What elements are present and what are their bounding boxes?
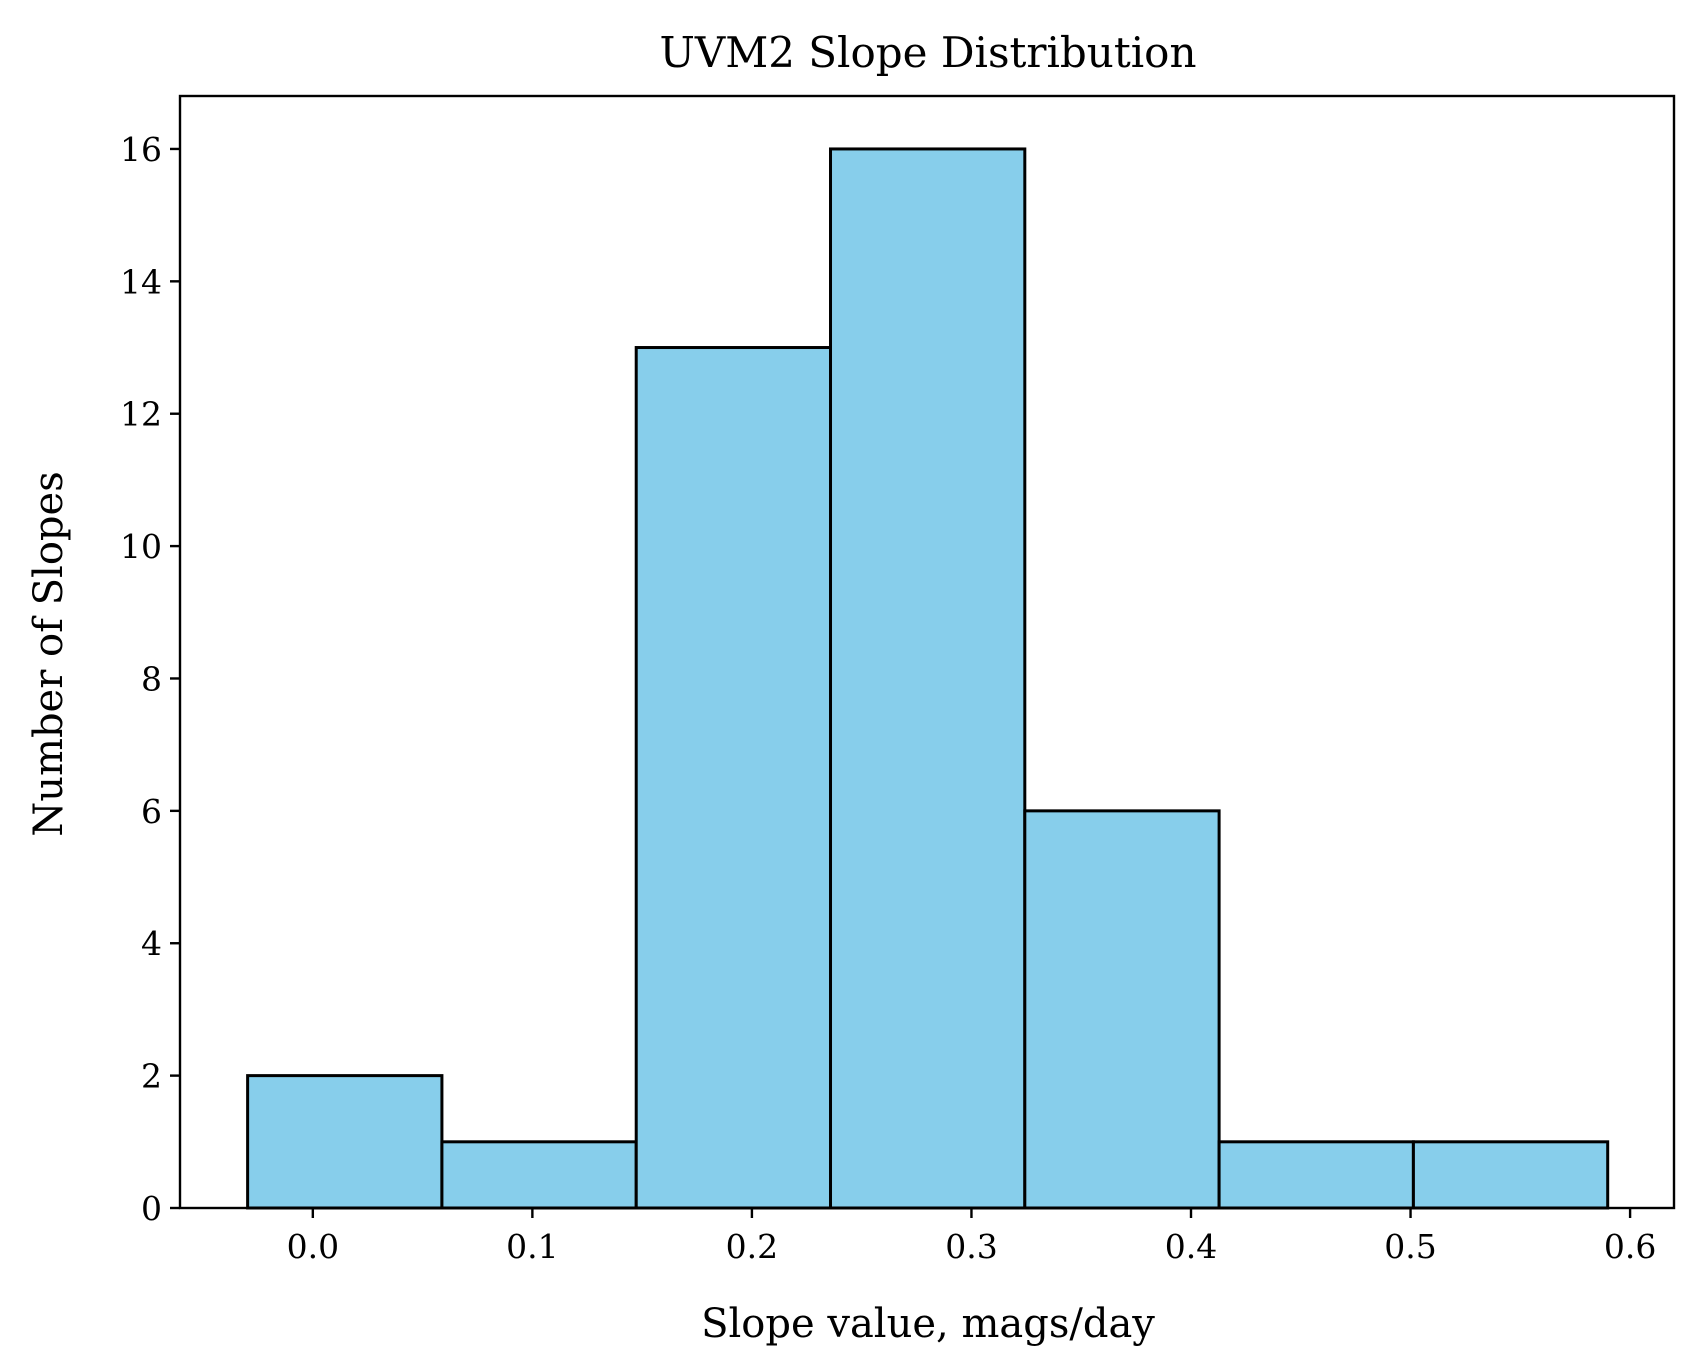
x-tick-label: 0.5 [1384,1227,1436,1266]
histogram-bar-4 [1023,809,1221,1210]
y-axis-ticks: 0 2 4 6 8 10 12 14 16 [120,130,180,1228]
histogram-bar-3 [829,147,1027,1210]
x-tick-label: 0.4 [1165,1227,1217,1266]
chart-title: UVM2 Slope Distribution [659,28,1196,77]
x-tick-label: 0.6 [1604,1227,1656,1266]
histogram-bar-6 [1411,1140,1610,1210]
y-tick-label: 16 [120,130,162,169]
x-tick-label: 0.3 [945,1227,997,1266]
x-axis-label: Slope value, mags/day [701,1301,1155,1347]
histogram-bar-2 [634,346,833,1210]
y-tick-label: 6 [141,792,162,831]
y-tick-label: 10 [120,527,162,566]
histogram-bar-1 [440,1140,638,1210]
y-tick-label: 12 [120,395,162,434]
y-tick-label: 14 [120,262,162,301]
y-tick-label: 2 [141,1057,162,1096]
y-tick-label: 0 [141,1189,162,1228]
plot-frame [178,94,1676,1210]
x-tick-label: 0.1 [506,1227,558,1266]
y-tick-label: 8 [141,659,162,698]
y-tick-label: 4 [141,924,162,963]
x-tick-label: 0.0 [287,1227,339,1266]
histogram-bar-5 [1217,1140,1415,1210]
x-axis-ticks: 0.0 0.1 0.2 0.3 0.4 0.5 0.6 [287,1208,1656,1266]
histogram-bar-0 [246,1074,444,1210]
x-tick-label: 0.2 [726,1227,778,1266]
bars-group [246,147,1610,1210]
y-axis-label: Number of Slopes [26,471,72,837]
